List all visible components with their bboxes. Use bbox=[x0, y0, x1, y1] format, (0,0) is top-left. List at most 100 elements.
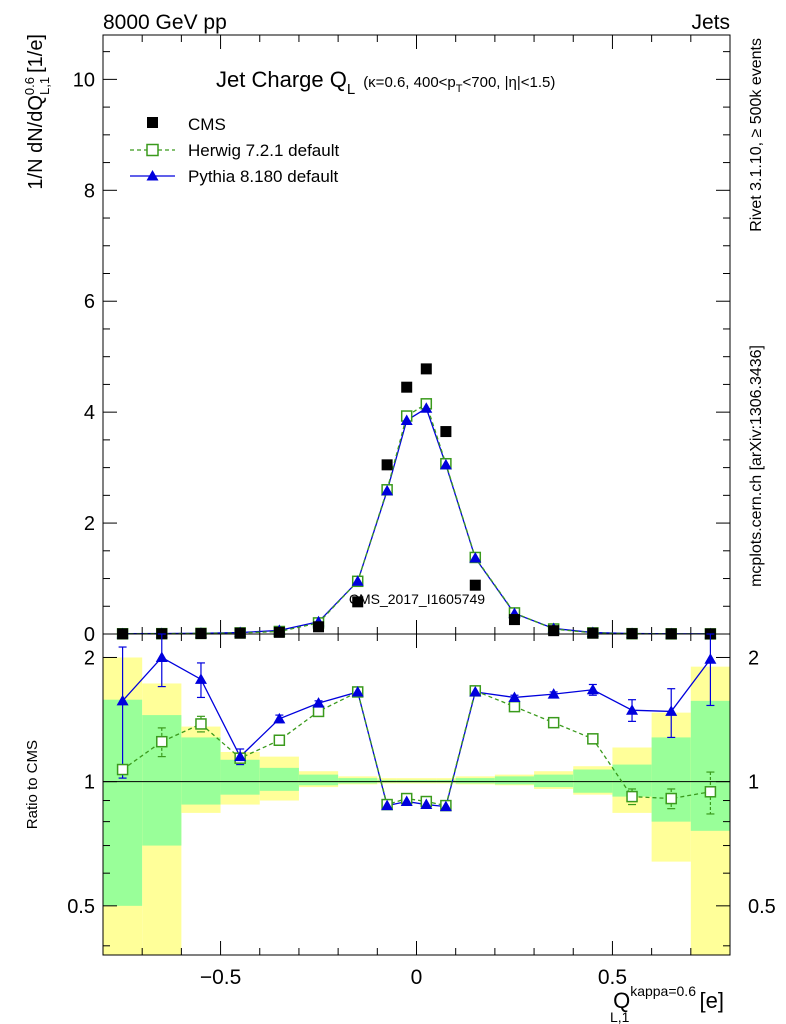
x-label-sub: L,1 bbox=[610, 1009, 630, 1024]
legend-pythia-marker bbox=[146, 170, 159, 181]
ratio-y-tick-label-left: 1 bbox=[84, 772, 95, 794]
herwig-ratio-line bbox=[122, 689, 711, 807]
legend-herwig-marker bbox=[146, 143, 159, 157]
cms-main-point bbox=[440, 426, 452, 438]
rivet-label: Rivet 3.1.10, ≥ 500k events bbox=[748, 38, 765, 232]
main-y-tick-label: 0 bbox=[84, 624, 95, 646]
pythia-ratio-point bbox=[626, 704, 639, 715]
title-main: Jet Charge Q bbox=[216, 67, 347, 92]
main-panel: 0 2 4 6 8 10 CMS_2017_I1605749 Jet Charge QL (… bbox=[22, 34, 731, 646]
pythia-ratio-point bbox=[234, 750, 247, 762]
cms-main-point bbox=[587, 627, 599, 639]
pythia-ratio-point bbox=[381, 799, 394, 811]
ratio-inner-band bbox=[651, 737, 691, 822]
herwig-ratio-point bbox=[547, 716, 560, 729]
herwig-ratio-point bbox=[508, 700, 521, 713]
pythia-ratio-point bbox=[508, 691, 521, 702]
legend-cms-marker bbox=[147, 117, 158, 128]
legend-herwig-label: Herwig 7.2.1 default bbox=[188, 141, 339, 160]
pythia-ratio-point bbox=[400, 795, 413, 807]
x-label-sup: kappa=0.6 bbox=[630, 983, 696, 999]
main-y-label-unit: [1/e] bbox=[25, 34, 47, 73]
ratio-axis-ticks bbox=[102, 634, 731, 955]
ratio-y-tick-label-left: 0.5 bbox=[67, 896, 95, 918]
main-y-tick-label: 8 bbox=[84, 180, 95, 202]
pythia-ratio-point bbox=[116, 694, 129, 706]
ratio-inner-band bbox=[494, 776, 535, 785]
pythia-main-point bbox=[351, 575, 364, 586]
title-cond-sub: T bbox=[456, 83, 463, 95]
cms-main-point bbox=[313, 621, 325, 633]
herwig-ratio-point bbox=[116, 763, 129, 776]
herwig-ratio-point bbox=[665, 792, 677, 805]
title-main-sub: L bbox=[347, 81, 355, 98]
pythia-ratio-point bbox=[547, 688, 560, 699]
category-label: Jets bbox=[691, 11, 730, 34]
herwig-ratio-point bbox=[156, 735, 168, 748]
pythia-ratio-point bbox=[312, 697, 325, 708]
main-y-label-sup: 0.6 bbox=[22, 77, 37, 95]
cms-main-point bbox=[273, 626, 285, 638]
watermark: CMS_2017_I1605749 bbox=[349, 591, 485, 607]
main-y-label-base: 1/N dN/dQ bbox=[25, 95, 47, 189]
pythia-ratio-point bbox=[704, 653, 717, 664]
pythia-ratio-point bbox=[194, 673, 207, 684]
ratio-y-tick-labels: 0.5 0.5 1 1 2 2 bbox=[67, 647, 776, 917]
legend-pythia-label: Pythia 8.180 default bbox=[188, 167, 339, 186]
cms-main-point bbox=[420, 363, 432, 375]
herwig-ratio-point bbox=[626, 790, 638, 803]
main-y-tick-label: 4 bbox=[84, 402, 95, 424]
pythia-ratio-point bbox=[469, 685, 482, 697]
herwig-ratio-point bbox=[195, 718, 207, 730]
ratio-inner-band bbox=[181, 737, 221, 805]
pythia-main-point bbox=[381, 484, 394, 496]
ratio-y-tick-label-right: 1 bbox=[748, 772, 759, 794]
ratio-inner-band bbox=[690, 700, 730, 831]
ratio-panel: 0.5 0.5 1 1 2 2 −0.5 0 0.5 Ratio to CMS Qkappa=… bbox=[24, 633, 776, 1024]
main-y-tick-label: 6 bbox=[84, 291, 95, 313]
pythia-ratio-point bbox=[586, 683, 599, 695]
ratio-inner-band bbox=[259, 767, 299, 791]
herwig-ratio-point bbox=[312, 705, 325, 718]
pythia-main-point bbox=[439, 458, 452, 470]
title-cond-a: (κ=0.6, 400<p bbox=[363, 74, 456, 91]
cms-main-point bbox=[401, 381, 413, 393]
ratio-inner-band bbox=[298, 774, 339, 786]
ratio-inner-band bbox=[534, 774, 574, 788]
x-tick-label: −0.5 bbox=[200, 966, 241, 989]
ratio-y-tick-label-left: 2 bbox=[84, 647, 95, 669]
herwig-ratio-point bbox=[704, 786, 717, 798]
main-y-tick-label: 10 bbox=[73, 69, 95, 91]
ratio-y-label: Ratio to CMS bbox=[24, 740, 41, 829]
pythia-main-point bbox=[469, 552, 482, 563]
main-y-tick-label: 2 bbox=[84, 513, 95, 535]
x-tick-label: 0 bbox=[411, 966, 423, 989]
pythia-ratio-point bbox=[155, 651, 168, 662]
main-y-label-sub: L,1 bbox=[37, 77, 52, 95]
legend-cms-label: CMS bbox=[188, 115, 226, 134]
cms-main-point bbox=[508, 614, 520, 626]
cms-main-point bbox=[548, 625, 560, 637]
ratio-y-tick-label-right: 2 bbox=[748, 647, 759, 669]
pythia-ratio-line bbox=[122, 656, 711, 808]
x-axis-label: Qkappa=0.6 L,1 [e] bbox=[610, 983, 724, 1024]
x-label-unit: [e] bbox=[699, 988, 723, 1013]
ratio-inner-band bbox=[338, 778, 378, 784]
ratio-inner-band bbox=[220, 759, 260, 795]
x-tick-label: 0.5 bbox=[598, 966, 627, 989]
pythia-main-line bbox=[122, 407, 711, 635]
legend: CMS Herwig 7.2.1 default Pythia 8.180 de… bbox=[130, 115, 339, 186]
ratio-x-tick-labels: −0.5 0 0.5 bbox=[200, 966, 627, 989]
ratio-y-tick-label-right: 0.5 bbox=[748, 896, 776, 918]
pythia-ratio-point bbox=[420, 798, 433, 810]
cms-main-point bbox=[352, 596, 364, 608]
cms-main-point bbox=[469, 579, 481, 591]
ratio-uncertainty-bands bbox=[103, 657, 730, 955]
ratio-data-marks bbox=[116, 633, 717, 815]
pythia-ratio-point bbox=[665, 705, 678, 716]
herwig-ratio-point bbox=[273, 734, 286, 746]
title-cond-b: <700, |η|<1.5) bbox=[463, 74, 556, 91]
herwig-ratio-point bbox=[587, 733, 599, 745]
ratio-inner-band bbox=[455, 778, 495, 784]
pythia-main-point bbox=[420, 402, 433, 413]
